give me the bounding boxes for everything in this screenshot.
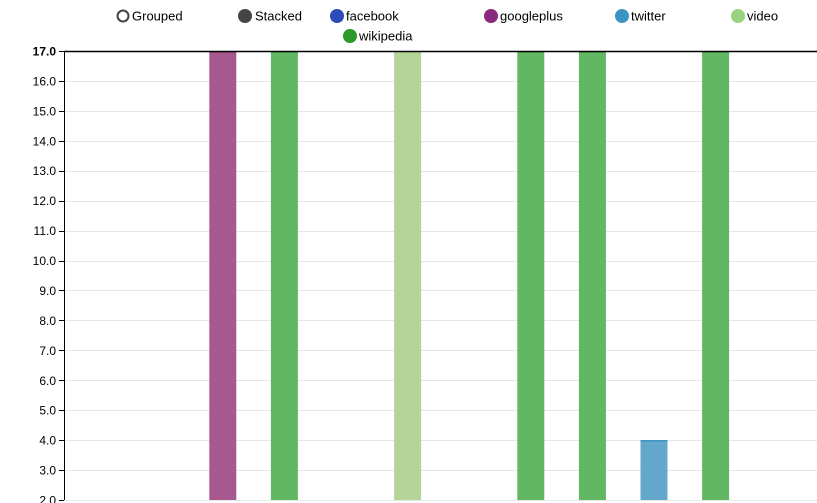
bars [209,51,730,500]
y-tick-label: 14.0 [33,134,57,148]
legend-swatch-video[interactable] [731,9,745,23]
bar-wikipedia[interactable] [702,51,730,500]
y-axis: 2.0 3.0 4.0 5.0 6.0 7.0 8.0 9.0 10.0 11.0 12.0 13.0… [33,45,817,503]
y-tick-label: 9.0 [39,284,56,298]
y-tick-label: 13.0 [33,164,57,178]
bar-wikipedia[interactable] [517,51,545,500]
legend-swatch-wikipedia[interactable] [343,29,357,43]
bar-wikipedia[interactable] [270,51,298,500]
grouped-radio-icon[interactable] [116,9,130,23]
legend-label-wikipedia[interactable]: wikipedia [358,29,413,44]
y-tick-label: 8.0 [39,314,56,328]
legend-label-video[interactable]: video [747,9,778,24]
legend-swatch-facebook[interactable] [330,9,344,23]
y-tick-label: 11.0 [34,224,57,238]
legend-item-facebook[interactable]: facebook [330,9,399,24]
y-tick-label: 2.0 [39,494,56,503]
legend: Grouped Stacked facebook googleplus twitte… [116,9,778,44]
legend-label-twitter[interactable]: twitter [631,9,666,24]
bar-googleplus[interactable] [209,51,237,500]
legend-label-facebook[interactable]: facebook [346,9,399,24]
legend-item-googleplus[interactable]: googleplus [484,9,563,24]
stacked-label[interactable]: Stacked [255,9,302,24]
legend-item-twitter[interactable]: twitter [615,9,666,24]
y-tick-label: 6.0 [39,374,56,388]
legend-swatch-googleplus[interactable] [484,9,498,23]
y-tick-label: 7.0 [39,344,56,358]
y-tick-label: 10.0 [33,254,57,268]
bar-twitter[interactable] [640,440,668,500]
grouped-label[interactable]: Grouped [132,9,183,24]
y-tick-label: 12.0 [33,194,57,208]
legend-label-googleplus[interactable]: googleplus [500,9,563,24]
bar-top-edge-twitter [640,440,668,442]
legend-swatch-twitter[interactable] [615,9,629,23]
y-tick-label: 17.0 [33,45,57,59]
stacked-toggle[interactable]: Stacked [238,9,302,24]
grid [64,51,817,501]
y-tick-label: 16.0 [33,74,57,88]
grouped-toggle[interactable]: Grouped [116,9,183,24]
bar-wikipedia[interactable] [578,51,606,500]
legend-item-wikipedia[interactable]: wikipedia [343,29,413,44]
y-tick-label: 3.0 [39,464,56,478]
y-tick-label: 5.0 [39,404,56,418]
bar-video[interactable] [394,51,422,500]
stacked-radio-icon[interactable] [238,9,252,23]
y-tick-label: 4.0 [39,434,56,448]
y-tick-label: 15.0 [33,104,57,118]
legend-item-video[interactable]: video [731,9,778,24]
